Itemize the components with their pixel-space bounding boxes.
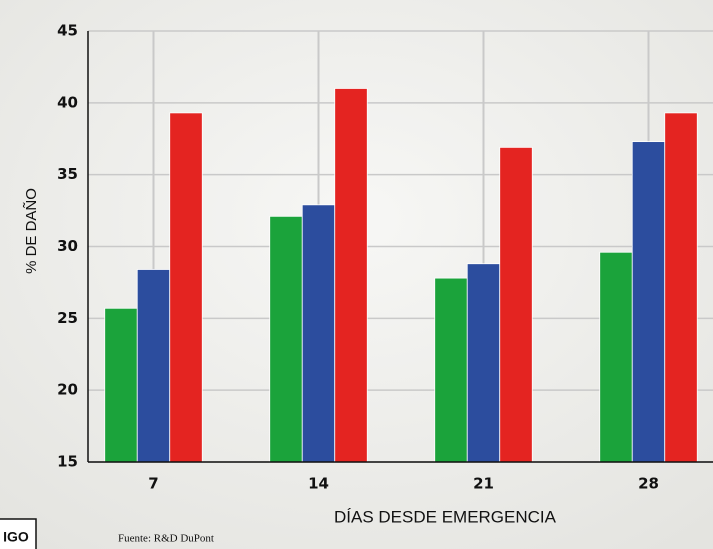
x-tick-label: 21 xyxy=(473,475,494,493)
y-axis-label: % DE DAÑO xyxy=(23,188,40,274)
y-tick-label: 20 xyxy=(57,381,78,399)
bar xyxy=(301,204,336,463)
y-tick-label: 45 xyxy=(57,22,78,40)
badge: IGO xyxy=(3,529,29,545)
bar xyxy=(334,88,368,463)
x-tick-label: 28 xyxy=(638,475,659,493)
y-tick-label: 25 xyxy=(57,309,78,327)
x-axis-label: DÍAS DESDE EMERGENCIA xyxy=(334,507,557,526)
bar xyxy=(169,112,203,463)
y-tick-label: 30 xyxy=(57,237,78,255)
y-tick-label: 35 xyxy=(57,165,78,183)
bar xyxy=(136,269,171,463)
bar xyxy=(466,263,501,463)
source: Fuente: R&D DuPont xyxy=(118,533,214,545)
bar xyxy=(269,215,303,463)
y-tick-label: 15 xyxy=(57,453,78,471)
bar xyxy=(499,146,533,463)
bar xyxy=(631,141,666,463)
badge-box xyxy=(0,518,37,549)
bar xyxy=(434,277,468,463)
x-tick-label: 14 xyxy=(308,475,329,493)
bar xyxy=(664,112,698,463)
bar xyxy=(599,251,633,463)
bar xyxy=(104,307,138,463)
x-tick-label: 7 xyxy=(148,475,158,493)
y-tick-label: 40 xyxy=(57,93,78,111)
